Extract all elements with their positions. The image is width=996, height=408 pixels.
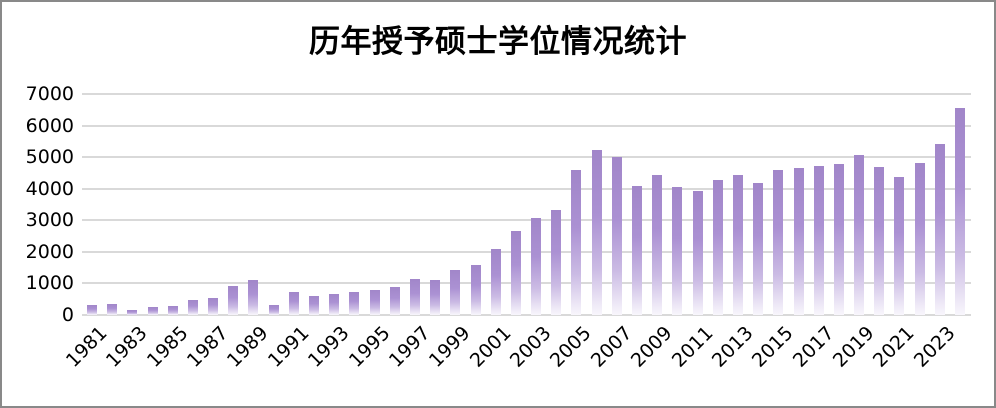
- bar-1986: [187, 300, 198, 315]
- x-axis-tick-label: 1989: [223, 322, 274, 372]
- bar-2011: [692, 190, 703, 315]
- bar-1987: [208, 298, 219, 315]
- bar-2001: [490, 249, 501, 315]
- bar-1989: [248, 280, 259, 315]
- bar-1988: [228, 285, 239, 315]
- bar-2016: [793, 168, 804, 315]
- bar-2021: [894, 176, 905, 315]
- x-axis-tick-label: 2013: [707, 322, 758, 372]
- bar-2002: [510, 230, 521, 315]
- bar-1993: [329, 293, 340, 315]
- bar-1994: [349, 291, 360, 315]
- gridline-y-3000: [82, 219, 971, 222]
- x-axis-tick-label: 1987: [182, 322, 233, 372]
- bar-2017: [813, 165, 824, 315]
- bar-2008: [632, 186, 643, 315]
- x-axis-tick-label: 2007: [586, 322, 637, 372]
- x-axis-tick-label: 1997: [384, 322, 435, 372]
- x-axis-tick-label: 1983: [102, 322, 152, 372]
- bar-1984: [147, 306, 158, 315]
- x-axis-tick-label: 1993: [304, 322, 354, 372]
- bar-1985: [167, 305, 178, 315]
- y-axis-tick-label: 4000: [25, 177, 74, 200]
- x-axis-tick-label: 1981: [61, 322, 112, 372]
- bar-1999: [450, 270, 461, 315]
- x-axis-tick-label: 2019: [828, 322, 879, 372]
- bar-2010: [672, 187, 683, 315]
- x-axis-tick-label: 2015: [748, 322, 798, 372]
- bar-1991: [288, 291, 299, 315]
- bar-2006: [591, 149, 602, 315]
- bar-1997: [409, 279, 420, 315]
- bar-2005: [571, 170, 582, 315]
- y-axis-tick-label: 5000: [25, 146, 74, 169]
- gridline-y-6000: [82, 124, 971, 127]
- gridline-y-7000: [82, 93, 971, 95]
- x-axis-tick-label: 1995: [344, 322, 395, 372]
- bar-2024: [954, 107, 965, 315]
- bar-2013: [732, 174, 743, 315]
- bar-1998: [430, 279, 441, 315]
- y-axis-tick-label: 1000: [25, 272, 74, 295]
- bar-1992: [309, 296, 320, 315]
- gridline-y-0: [82, 314, 971, 316]
- bar-1996: [389, 286, 400, 315]
- bar-2015: [773, 169, 784, 315]
- bar-2004: [551, 210, 562, 315]
- bar-2018: [833, 164, 844, 315]
- x-axis-tick-label: 2003: [505, 322, 556, 372]
- bar-2014: [753, 183, 764, 315]
- bar-2000: [470, 264, 481, 315]
- gridline-y-1000: [82, 282, 971, 285]
- y-axis-tick-label: 7000: [25, 83, 74, 105]
- x-axis-tick-label: 1991: [263, 322, 314, 372]
- y-axis-tick-label: 0: [61, 304, 74, 326]
- bar-2019: [854, 154, 865, 315]
- bar-2007: [611, 156, 622, 315]
- x-axis-tick-label: 2009: [627, 322, 677, 372]
- bar-1990: [268, 305, 279, 315]
- bar-2003: [531, 217, 542, 315]
- gridline-y-5000: [82, 156, 971, 159]
- bar-2022: [914, 163, 925, 315]
- y-axis-tick-label: 3000: [25, 209, 74, 232]
- x-axis-tick-label: 1999: [425, 322, 475, 372]
- x-axis-tick-label: 1985: [142, 322, 193, 372]
- gridline-y-2000: [82, 250, 971, 253]
- bar-1983: [127, 309, 138, 315]
- y-axis-tick-label: 2000: [25, 240, 74, 263]
- bar-2023: [934, 143, 945, 315]
- x-axis-tick-label: 2011: [667, 322, 718, 372]
- bar-1981: [87, 304, 97, 315]
- y-axis-tick-label: 6000: [25, 114, 74, 137]
- x-axis-tick-label: 2023: [909, 322, 960, 372]
- bar-2020: [874, 167, 885, 315]
- bar-1982: [107, 304, 118, 315]
- x-axis-tick-label: 2017: [788, 322, 839, 372]
- chart-title: 历年授予硕士学位情况统计: [309, 24, 687, 60]
- x-axis-tick-label: 2021: [869, 322, 919, 372]
- x-axis-tick-label: 2005: [546, 322, 597, 372]
- gridline-y-4000: [82, 187, 971, 190]
- bar-2009: [652, 175, 663, 315]
- bar-1995: [369, 290, 380, 315]
- x-axis-tick-label: 2001: [465, 322, 516, 372]
- bar-2012: [712, 179, 723, 315]
